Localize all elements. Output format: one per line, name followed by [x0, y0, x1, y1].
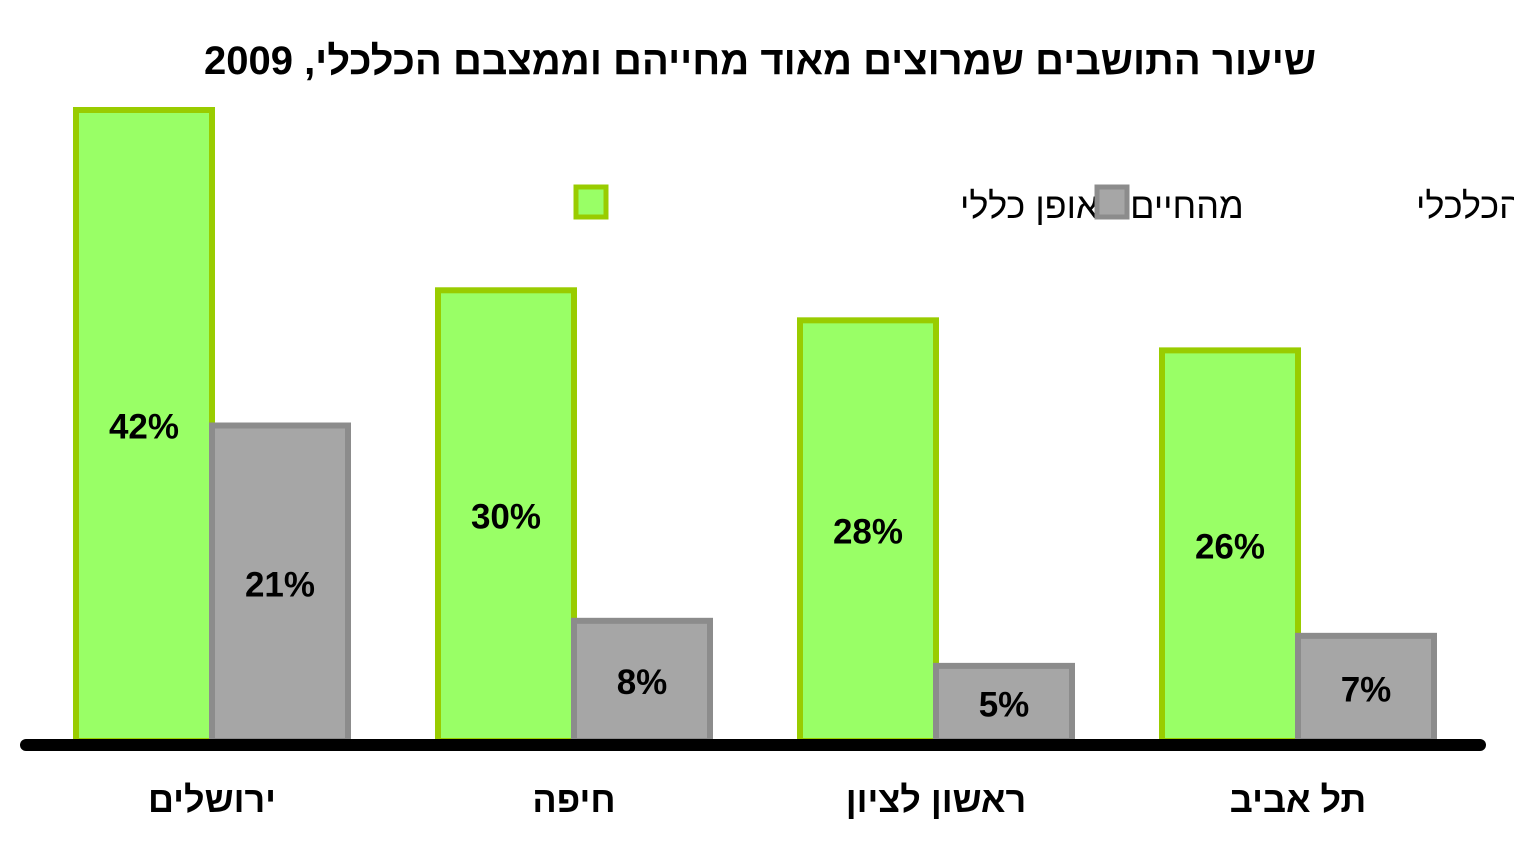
bar-label-series-1-3: 28%	[833, 513, 903, 552]
chart-title: שיעור התושבים שמרוצים מאוד מחייהם וממצבם…	[204, 39, 1316, 83]
bar-series-2-2	[571, 617, 713, 744]
bar-label-series-1-4: 26%	[1195, 528, 1265, 567]
legend-swatch-series-1	[573, 184, 609, 220]
category-label-2: חיפה	[532, 779, 615, 820]
bar-label-series-2-4: 7%	[1341, 670, 1392, 709]
bar-labels-layer: 42% 21% 30% 8% 28% 5% 26% 7%	[109, 408, 1391, 725]
legend-swatch-series-2	[1094, 184, 1130, 220]
legend-label-series-2: מהמצב הכלכלי	[1416, 185, 1514, 226]
bar-series-2-3	[933, 662, 1075, 745]
category-label-3: ראשון לציון	[846, 779, 1026, 820]
legend: מהחיים באופן כללי מהמצב הכלכלי	[573, 184, 1514, 226]
bar-label-series-2-1: 21%	[245, 565, 315, 604]
bar-series-2-4	[1295, 632, 1437, 744]
category-label-4: תל אביב	[1230, 779, 1367, 820]
bar-label-series-1-2: 30%	[471, 498, 541, 537]
category-labels-layer: ירושלים חיפה ראשון לציון תל אביב	[148, 779, 1366, 820]
category-label-1: ירושלים	[148, 779, 276, 820]
bar-label-series-2-3: 5%	[979, 685, 1030, 724]
bar-label-series-1-1: 42%	[109, 408, 179, 447]
bar-series-1-1	[73, 107, 215, 744]
bar-label-series-2-2: 8%	[617, 663, 668, 702]
bars-layer	[73, 107, 1437, 745]
bar-series-2-1	[209, 422, 351, 744]
